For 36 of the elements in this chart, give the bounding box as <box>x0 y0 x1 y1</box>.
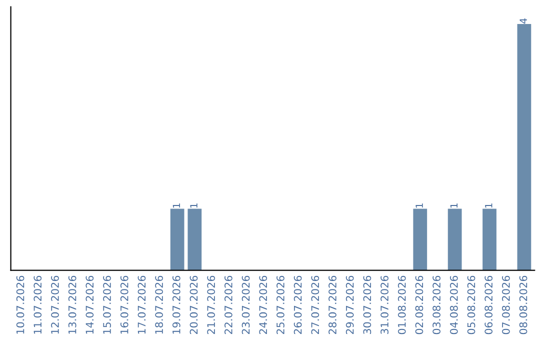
x-tick-label: 23.07.2026 <box>242 276 250 334</box>
x-tick-label: 25.07.2026 <box>276 276 284 334</box>
x-tick-label: 02.08.2026 <box>415 276 424 334</box>
x-tick-label: 20.07.2026 <box>190 276 198 334</box>
x-tick-label: 28.07.2026 <box>328 276 336 334</box>
x-tick-label: 12.07.2026 <box>51 276 59 334</box>
x-tick-label: 24.07.2026 <box>259 276 268 334</box>
data-label: 1 <box>450 203 458 208</box>
data-label: 1 <box>172 203 180 208</box>
x-tick-label: 08.08.2026 <box>519 276 528 334</box>
x-tick-label: 18.07.2026 <box>155 276 163 334</box>
x-tick-label: 07.08.2026 <box>502 276 510 334</box>
x-tick-label: 30.07.2026 <box>363 276 372 334</box>
x-tick-label: 31.07.2026 <box>380 276 388 334</box>
x-tick-label: 22.07.2026 <box>224 276 232 334</box>
x-tick-label: 21.07.2026 <box>207 276 216 334</box>
x-tick-label: 05.08.2026 <box>467 276 476 334</box>
x-tick-label: 10.07.2026 <box>16 276 24 334</box>
x-tick-label: 26.07.2026 <box>294 276 302 334</box>
x-tick-label: 13.07.2026 <box>68 276 76 334</box>
data-label: 4 <box>520 18 527 24</box>
x-tick-label: 03.08.2026 <box>432 276 440 334</box>
x-tick-label: 01.08.2026 <box>398 276 406 334</box>
x-tick-label: 15.07.2026 <box>103 276 111 334</box>
x-tick-label: 27.07.2026 <box>311 276 320 334</box>
x-tick-label: 06.08.2026 <box>484 276 493 334</box>
x-tick-label: 17.07.2026 <box>138 276 146 334</box>
data-label: 1 <box>416 203 423 208</box>
x-tick-label: 04.08.2026 <box>450 276 458 334</box>
data-label: 1 <box>485 203 492 208</box>
x-tick-label: 19.07.2026 <box>172 276 180 334</box>
x-tick-label: 16.07.2026 <box>120 276 128 334</box>
x-tick-label: 11.07.2026 <box>34 276 42 334</box>
data-label: 1 <box>190 203 198 208</box>
x-tick-label: 29.07.2026 <box>346 276 354 334</box>
x-tick-label: 14.07.2026 <box>86 276 94 334</box>
